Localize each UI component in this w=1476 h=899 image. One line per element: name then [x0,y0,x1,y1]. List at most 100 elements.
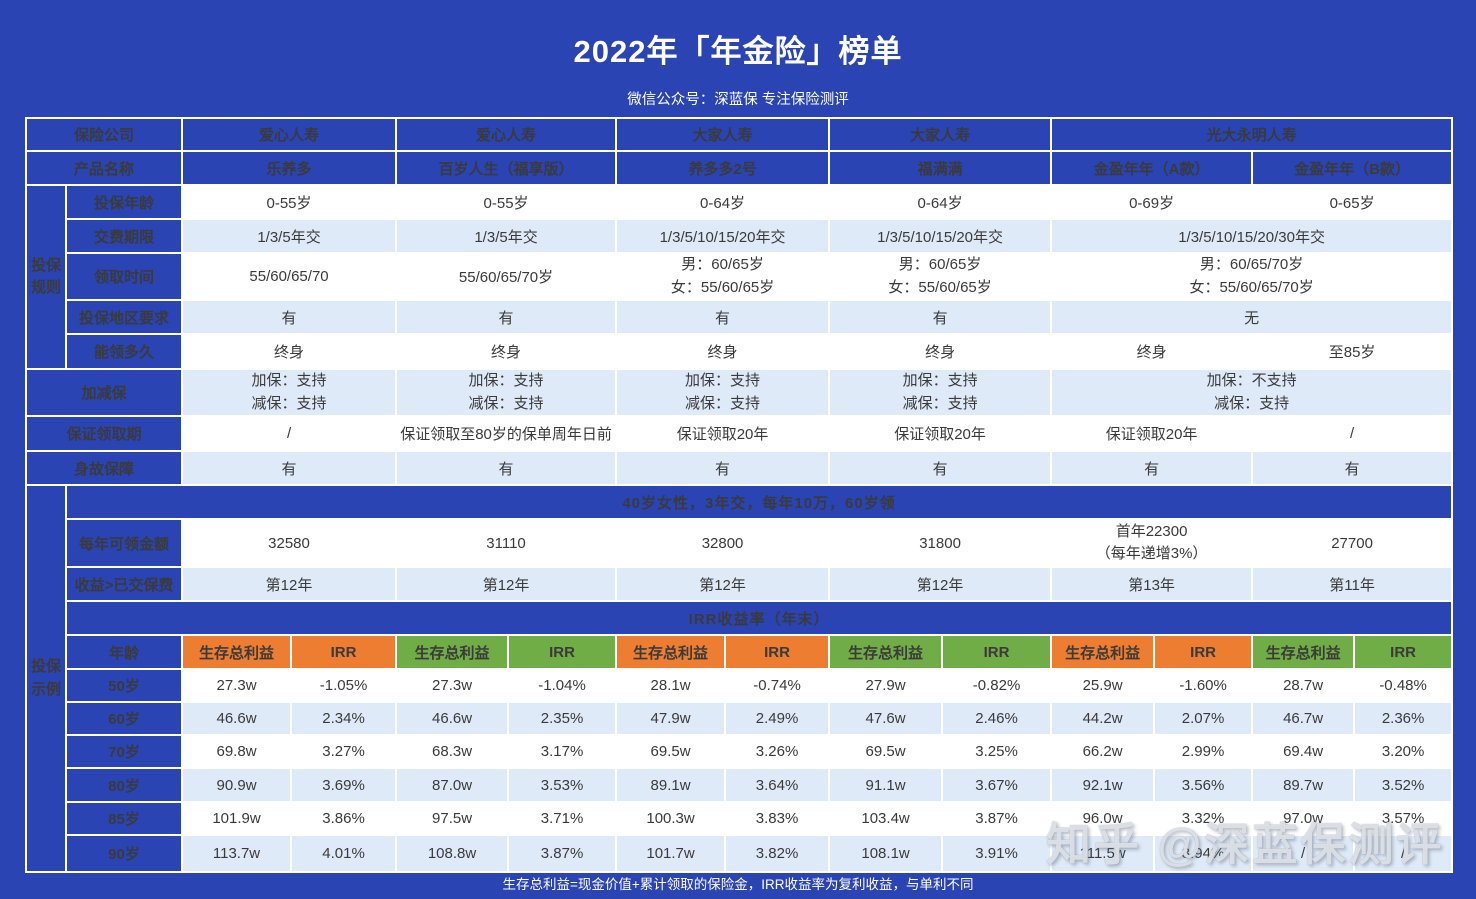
row-age-80-cell-10: 3.56% [1153,767,1254,803]
page-title: 2022年「年金险」榜单 [573,34,903,69]
row-age-70: 70岁 69.8w 3.27% 68.3w 3.17% 69.5w 3.26% 69.5w 3.… [26,734,1454,769]
row-annual-amount-cell-2: 31110 [395,518,618,568]
row-age-80-cell-5: 89.1w [615,767,727,803]
row-age-85-label: 85岁 [64,801,184,836]
row-breakeven-year-cell-3: 第12年 [615,566,831,602]
row-death-benefit-cell-4: 有 [828,450,1053,486]
row-age-70-cell-10: 2.99% [1153,734,1254,769]
row-age-90-cell-1: 113.7w [181,834,293,873]
row-breakeven-year-cell-4: 第12年 [828,566,1053,602]
row-annual-amount-cell-3: 32800 [615,518,831,568]
row-age-80-label: 80岁 [64,767,184,803]
row-age-80-cell-11: 89.7w [1251,767,1356,803]
row-collect-time-cell-1: 55/60/65/70 [181,252,398,301]
row-age-70-cell-2: 3.27% [290,734,398,769]
row-death-benefit-label: 身故保障 [24,450,184,486]
row-irr-header-cell-9: 生存总利益 [1050,634,1156,670]
row-guaranteed-period-cell-1: / [181,415,398,452]
row-age-80-cell-6: 3.64% [724,767,831,803]
row-collect-time-cell-3: 男：60/65岁 女：55/60/65岁 [615,252,831,301]
row-payment-term: 交费期限 1/3/5年交 1/3/5年交 1/3/5/10/15/20年交 1/3/5/… [26,218,1454,254]
row-age-50-cell-6: -0.74% [724,668,831,703]
row-entry-age: 投保 规则 投保年龄 0-55岁 0-55岁 0-64岁 0-64岁 0-69岁 0-65岁 [25,184,1454,370]
row-age-60-cell-9: 44.2w [1050,701,1156,736]
row-payment-term-cell-4: 1/3/5/10/15/20年交 [828,218,1053,254]
row-death-benefit-cell-3: 有 [615,450,831,486]
row-irr-header-cell-10: IRR [1153,634,1254,670]
row-collect-time-label: 领取时间 [64,252,184,301]
row-annual-amount-cell-1: 32580 [181,518,398,568]
row-region-requirement-label: 投保地区要求 [64,299,184,335]
comparison-table-body: 保险公司 爱心人寿 爱心人寿 大家人寿 大家人寿 光大永明人寿 产品名称 乐养多 百岁人生（福享… [24,117,1454,873]
row-age-60-cell-3: 46.6w [395,701,510,736]
row-age-90-cell-9: 111.5w [1050,834,1156,873]
row-age-70-cell-1: 69.8w [181,734,293,769]
row-company: 保险公司 爱心人寿 爱心人寿 大家人寿 大家人寿 光大永明人寿 [24,117,1454,152]
row-add-reduce-label: 加减保 [24,368,184,417]
row-age-60-cell-2: 2.34% [290,701,398,736]
row-breakeven-year-cell-1: 第12年 [181,566,398,602]
row-guaranteed-period: 保证领取期 / 保证领取至80岁的保单周年日前 保证领取20年 保证领取20年 保证领取2… [24,415,1454,452]
row-age-60-cell-4: 2.35% [507,701,618,736]
row-age-70-cell-4: 3.17% [507,734,618,769]
row-company-label: 保险公司 [24,117,184,152]
row-age-60-cell-11: 46.7w [1251,701,1356,736]
row-add-reduce-cell-1: 加保：支持 减保：支持 [181,368,398,417]
row-age-85-cell-3: 97.5w [395,801,510,836]
row-company-cell-3: 大家人寿 [615,117,831,152]
row-age-90-cell-11: / [1251,834,1356,873]
row-age-70-cell-3: 68.3w [395,734,510,769]
row-guaranteed-period-cell-6: / [1251,415,1454,452]
row-entry-age-cell-6: 0-65岁 [1251,184,1454,220]
row-entry-age-cell-3: 0-64岁 [615,184,831,220]
row-age-85: 85岁 101.9w 3.86% 97.5w 3.71% 100.3w 3.83% 103.4… [26,801,1454,836]
row-age-90-cell-8: 3.91% [941,834,1053,873]
row-breakeven-year-cell-2: 第12年 [395,566,618,602]
row-age-60: 60岁 46.6w 2.34% 46.6w 2.35% 47.9w 2.49% 47.6w 2.… [26,701,1454,736]
row-age-80: 80岁 90.9w 3.69% 87.0w 3.53% 89.1w 3.64% 91.1w 3.… [26,767,1454,803]
row-age-60-label: 60岁 [64,701,184,736]
row-death-benefit-cell-2: 有 [395,450,618,486]
row-product: 产品名称 乐养多 百岁人生（福享版） 养多多2号 福满满 金盈年年（A款） 金盈年年（B款） [24,150,1454,186]
row-death-benefit-cell-5: 有 [1050,450,1254,486]
row-entry-age-group-label: 投保 规则 [25,184,67,370]
row-annual-amount-cell-5: 首年22300 （每年递增3%） [1050,518,1254,568]
row-product-label: 产品名称 [24,150,184,186]
row-age-70-cell-6: 3.26% [724,734,831,769]
row-age-85-cell-2: 3.86% [290,801,398,836]
row-breakeven-year-label: 收益>已交保费 [64,566,184,602]
row-irr-band-band-text: IRR收益率（年末） [64,600,1454,636]
row-breakeven-year-cell-5: 第13年 [1050,566,1254,602]
row-region-requirement-cell-5: 无 [1050,299,1454,335]
row-collect-time-cell-2: 55/60/65/70岁 [395,252,618,301]
row-collect-time: 领取时间 55/60/65/70 55/60/65/70岁 男：60/65岁 女：55/… [26,252,1454,301]
row-product-cell-5: 金盈年年（A款） [1050,150,1254,186]
row-entry-age-cell-5: 0-69岁 [1050,184,1254,220]
row-entry-age-cell-2: 0-55岁 [395,184,618,220]
row-age-80-cell-4: 3.53% [507,767,618,803]
row-collect-duration-label: 能领多久 [64,333,184,370]
comparison-table: 保险公司 爱心人寿 爱心人寿 大家人寿 大家人寿 光大永明人寿 产品名称 乐养多 百岁人生（福享… [24,117,1454,873]
row-annual-amount-label: 每年可领金额 [64,518,184,568]
row-annual-amount-cell-6: 27700 [1251,518,1454,568]
footer-note: 生存总利益=现金价值+累计领取的保险金，IRR收益率为复利收益，与单利不同 [502,877,974,892]
row-annual-amount-cell-4: 31800 [828,518,1053,568]
row-payment-term-cell-1: 1/3/5年交 [181,218,398,254]
row-irr-header-cell-4: IRR [507,634,618,670]
row-entry-age-cell-4: 0-64岁 [828,184,1053,220]
row-collect-duration-cell-4: 终身 [828,333,1053,370]
row-age-80-cell-2: 3.69% [290,767,398,803]
row-scenario-band-band-text: 40岁女性，3年交，每年10万，60岁领 [64,484,1454,520]
row-entry-age-cell-1: 0-55岁 [181,184,398,220]
row-age-90-cell-10: 3.94% [1153,834,1254,873]
row-add-reduce-cell-5: 加保：不支持 减保：支持 [1050,368,1454,417]
row-age-90-cell-7: 108.1w [828,834,944,873]
row-age-85-cell-11: 97.0w [1251,801,1356,836]
row-region-requirement-cell-2: 有 [395,299,618,335]
row-region-requirement-cell-4: 有 [828,299,1053,335]
row-irr-header-cell-1: 生存总利益 [181,634,293,670]
row-collect-duration-cell-5: 终身 [1050,333,1254,370]
row-age-60-cell-12: 2.36% [1353,701,1454,736]
row-age-90-cell-12: / [1353,834,1454,873]
row-age-80-cell-3: 87.0w [395,767,510,803]
